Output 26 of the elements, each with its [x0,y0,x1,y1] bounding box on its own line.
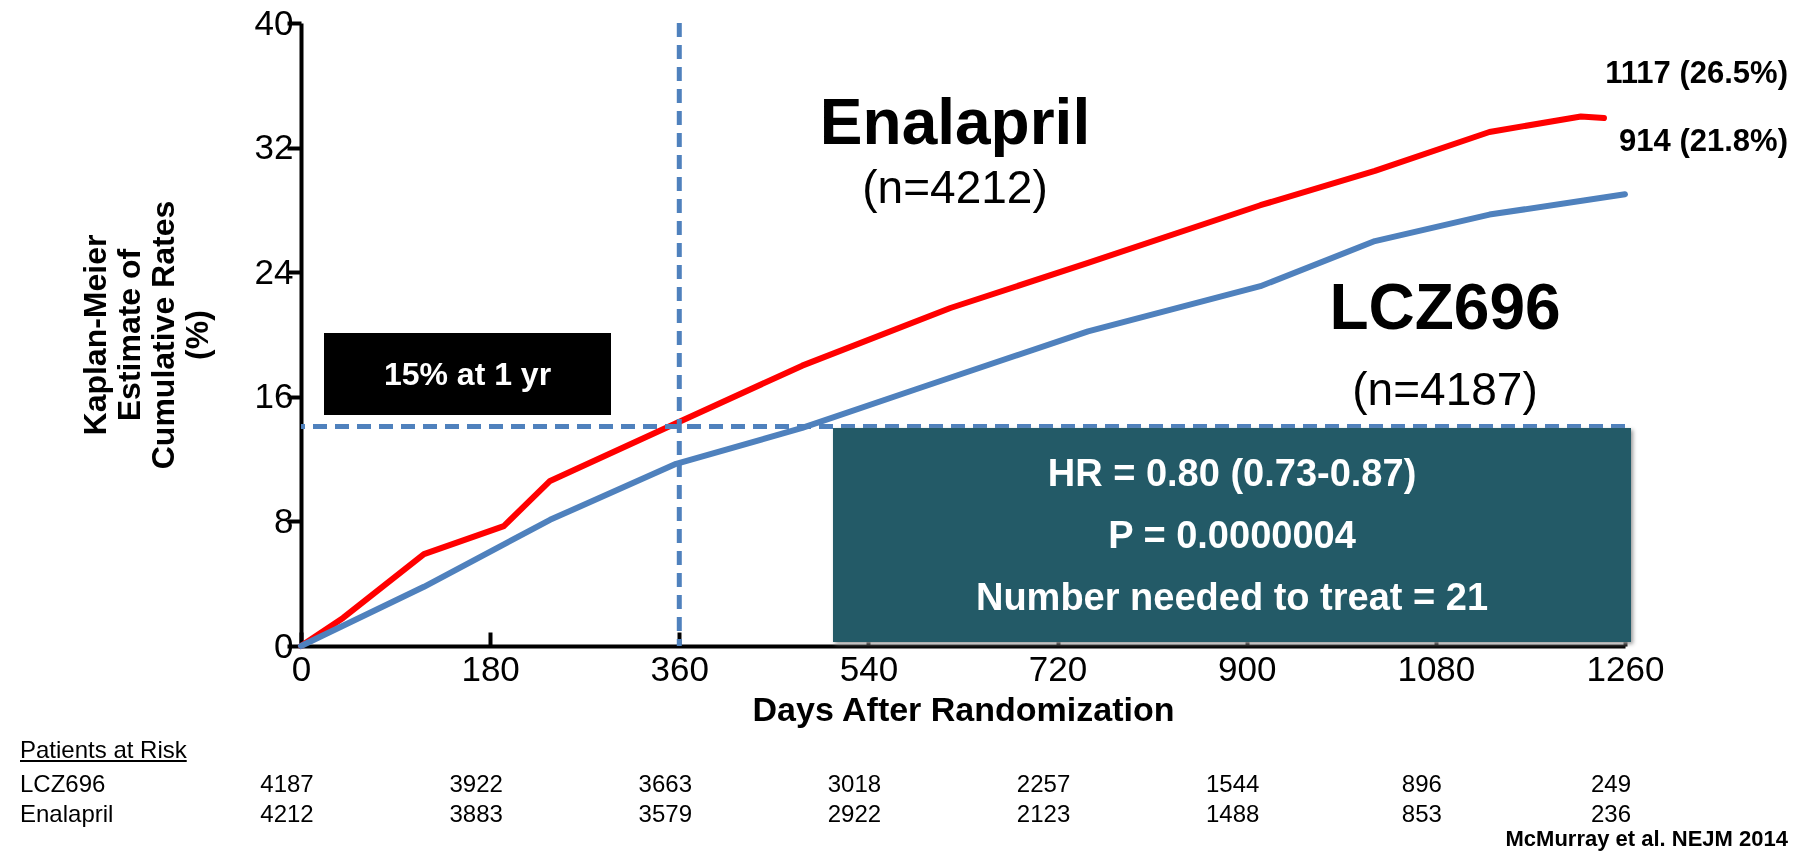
y-tick-label: 8 [274,500,294,540]
text: Enalapril 4212 3883 3579 2922 2123 1488 853 236 [20,800,1632,827]
text: LCZ696 4187 3922 3663 3018 2257 1544 896 249 [20,770,1632,797]
y-axis-title: Kaplan-Meier Estimate of Cumulative Rates (%) [76,200,215,470]
x-tick-label: 900 [1218,648,1277,688]
text-box: 15% at 1 yr [324,333,611,415]
x-tick-label: 720 [1028,648,1088,688]
x-tick-label: 180 [461,648,520,688]
text: Patients at Risk [20,736,187,764]
y-tick-label: 32 [254,127,294,167]
annotation: 914 (21.8%) [1619,123,1788,159]
x-tick-label: 1080 [1397,648,1476,688]
x-axis-title: Days After Randomization [752,689,1175,728]
annotation: 1117 (26.5%) [1605,55,1788,91]
y-tick-label: 16 [254,376,294,416]
y-tick-label: 40 [254,2,294,42]
x-tick-label: 1260 [1586,648,1665,688]
annotation: (n=4212) [862,160,1048,214]
y-tick-label: 24 [254,251,294,291]
text: McMurray et al. NEJM 2014 [1505,826,1788,852]
text-box: HR = 0.80 (0.73-0.87) P = 0.0000004 Number needed to treat = 21 [833,428,1631,642]
series-label: Enalapril [819,85,1091,159]
annotation: (n=4187) [1352,362,1538,416]
x-tick-label: 360 [650,648,709,688]
series-label: LCZ696 [1329,270,1561,344]
x-tick-label: 540 [839,648,899,688]
